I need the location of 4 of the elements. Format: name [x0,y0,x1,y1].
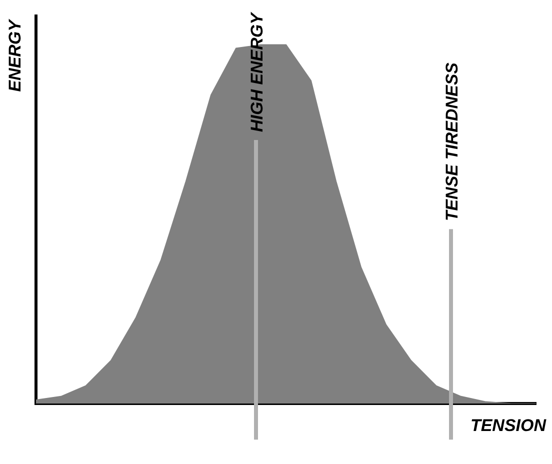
annotation: HIGH ENERGY [248,11,267,132]
annotation: TENSE TIREDNESS [442,62,462,222]
x-axis-title: TENSION [470,416,547,435]
y-axis-title: ENERGY [6,18,25,92]
